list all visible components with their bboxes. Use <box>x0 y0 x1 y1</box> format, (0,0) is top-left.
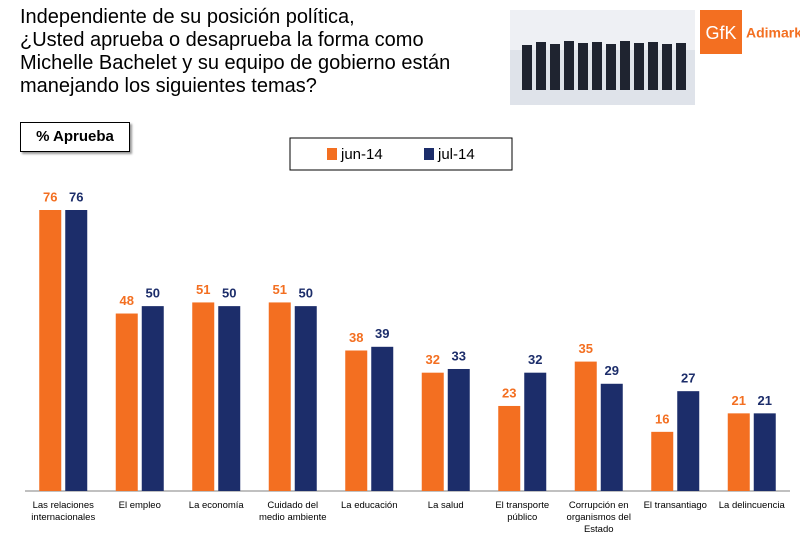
value-label: 29 <box>605 363 619 378</box>
value-label: 39 <box>375 326 389 341</box>
bar <box>651 431 674 491</box>
bar <box>268 302 291 491</box>
bar <box>371 346 394 491</box>
bar <box>345 350 368 491</box>
bar <box>574 361 597 491</box>
value-label: 51 <box>196 282 210 297</box>
value-label: 23 <box>502 385 516 400</box>
value-label: 16 <box>655 411 669 426</box>
bar <box>677 391 700 491</box>
x-tick-label: La delincuencia <box>718 500 785 511</box>
value-label: 76 <box>69 189 83 204</box>
bar <box>498 405 521 491</box>
chart-title: Independiente de su posición política, ¿… <box>20 6 451 97</box>
value-label: 32 <box>426 352 440 367</box>
legend-swatch <box>327 148 337 160</box>
logo-brand: GfK <box>705 23 736 43</box>
bar <box>39 210 62 491</box>
value-label: 32 <box>528 352 542 367</box>
logo-name: Adimark <box>746 25 800 41</box>
x-tick-label: El transantiago <box>643 500 707 511</box>
x-tick-label: La economía <box>188 500 244 511</box>
value-label: 50 <box>222 286 236 301</box>
x-tick-label: Corrupción en organismos del Estado <box>566 500 631 535</box>
value-label: 27 <box>681 371 695 386</box>
legend-box <box>289 137 513 171</box>
bar <box>218 306 241 491</box>
bar <box>294 306 317 491</box>
x-tick-label: Las relaciones internacionales <box>31 500 96 523</box>
value-label: 50 <box>146 286 160 301</box>
x-tick-label: El empleo <box>118 500 161 511</box>
value-label: 51 <box>273 282 287 297</box>
value-label: 21 <box>732 393 746 408</box>
bar <box>421 372 444 491</box>
value-label: 21 <box>758 393 772 408</box>
bar <box>524 372 547 491</box>
bar <box>447 368 470 491</box>
value-label: 76 <box>43 189 57 204</box>
x-tick-label: El transporte público <box>495 500 550 523</box>
legend-label: jul-14 <box>437 146 475 163</box>
value-label: 38 <box>349 330 363 345</box>
bar <box>115 313 138 491</box>
value-label: 50 <box>299 286 313 301</box>
bar <box>727 413 750 491</box>
value-label: 48 <box>120 293 134 308</box>
x-tick-label: La educación <box>340 500 398 511</box>
bar <box>65 210 88 491</box>
logo-box <box>700 10 742 54</box>
bar <box>192 302 215 491</box>
bar <box>600 383 623 491</box>
x-tick-label: La salud <box>427 500 464 511</box>
legend-label: jun-14 <box>340 146 383 163</box>
legend-swatch <box>424 148 434 160</box>
bar <box>141 306 164 491</box>
chart-subtitle: % Aprueba <box>20 122 130 152</box>
x-tick-label: Cuidado del medio ambiente <box>258 500 327 523</box>
value-label: 35 <box>579 341 593 356</box>
value-label: 33 <box>452 348 466 363</box>
bar <box>753 413 776 491</box>
photo-people <box>522 41 686 90</box>
